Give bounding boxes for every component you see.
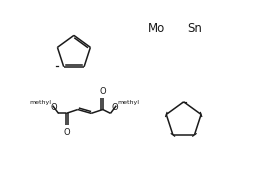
Text: O: O [51,103,58,112]
Text: O: O [100,87,106,96]
Text: Mo: Mo [148,22,165,35]
Text: Sn: Sn [187,22,202,35]
Text: O: O [111,103,118,112]
Text: methyl: methyl [117,100,139,105]
Text: O: O [63,128,70,137]
Text: methyl: methyl [30,100,52,105]
